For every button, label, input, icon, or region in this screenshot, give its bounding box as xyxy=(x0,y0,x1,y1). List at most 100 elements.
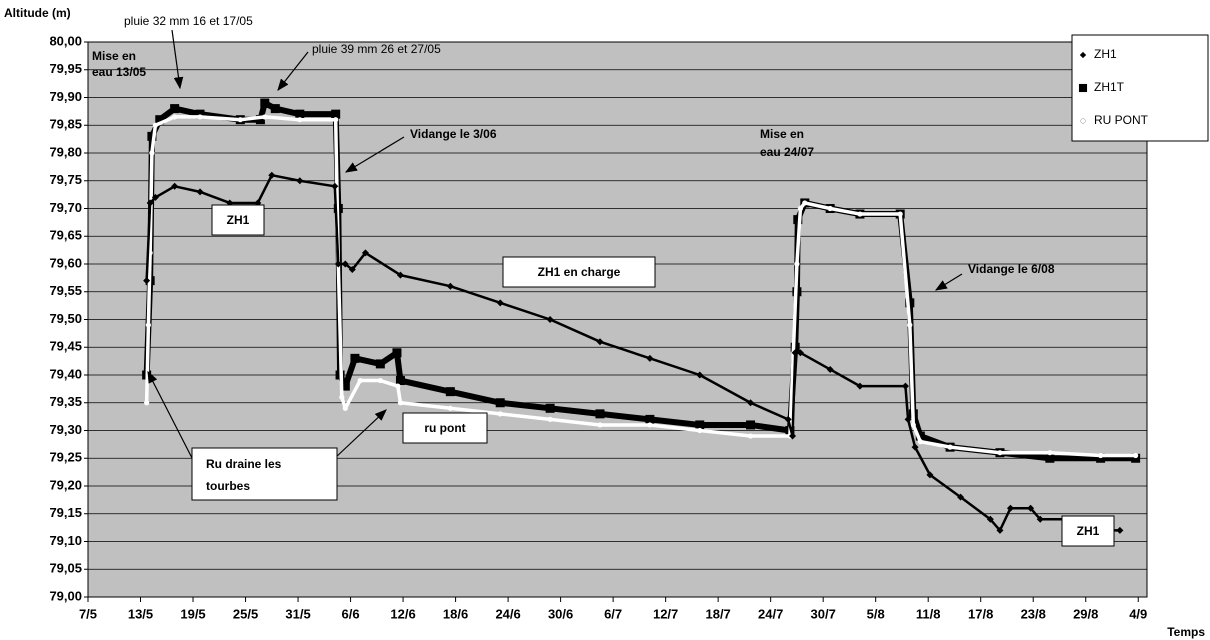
y-tick-label: 79,00 xyxy=(49,588,82,603)
marker xyxy=(151,193,159,201)
marker xyxy=(794,261,800,267)
marker xyxy=(856,382,864,390)
marker xyxy=(171,182,179,190)
y-tick-label: 79,75 xyxy=(49,172,82,187)
y-tick-label: 79,50 xyxy=(49,311,82,326)
annotation: eau 13/05 xyxy=(92,65,146,79)
marker xyxy=(947,444,953,450)
marker xyxy=(445,387,455,397)
x-tick-label: 18/7 xyxy=(705,606,730,621)
x-tick-label: 25/5 xyxy=(233,606,258,621)
arrow xyxy=(171,29,184,90)
marker xyxy=(926,471,934,479)
y-axis-label: Altitude (m) xyxy=(4,6,71,20)
marker xyxy=(986,515,994,523)
marker xyxy=(1047,450,1053,456)
marker xyxy=(357,377,363,384)
marker xyxy=(907,322,913,328)
marker xyxy=(915,431,925,441)
legend-label: ZH1 xyxy=(1094,47,1117,61)
marker xyxy=(396,271,404,279)
x-tick-label: 6/7 xyxy=(604,606,622,621)
annotation: Mise en xyxy=(760,127,804,141)
marker xyxy=(340,381,350,391)
x-tick-label: 30/6 xyxy=(548,606,573,621)
marker xyxy=(747,399,755,407)
y-tick-label: 79,85 xyxy=(49,117,82,132)
marker xyxy=(195,109,205,119)
marker xyxy=(447,405,453,411)
marker xyxy=(197,114,203,120)
legend-label: RU PONT xyxy=(1094,113,1149,127)
label-box xyxy=(502,256,656,288)
marker xyxy=(496,299,504,307)
marker xyxy=(546,316,554,323)
marker xyxy=(361,249,369,257)
y-tick-label: 79,80 xyxy=(49,144,82,159)
marker xyxy=(260,98,270,108)
marker xyxy=(857,211,863,217)
arrow xyxy=(277,51,309,91)
marker xyxy=(695,420,705,430)
annotation: Mise en xyxy=(92,49,136,63)
marker xyxy=(897,211,903,217)
marker xyxy=(1078,83,1088,93)
annotation: pluie 32 mm 16 et 17/05 xyxy=(124,14,253,28)
x-tick-label: 13/5 xyxy=(128,606,153,621)
marker xyxy=(268,171,276,179)
x-tick-label: 4/9 xyxy=(1129,606,1147,621)
annotation: Vidange le 6/08 xyxy=(968,262,1055,276)
x-tick-label: 6/6 xyxy=(342,606,360,621)
label-box xyxy=(191,447,338,501)
annotations: Mise en eau 13/05 pluie 32 mm 16 et 17/0… xyxy=(92,14,1115,547)
marker xyxy=(1080,118,1086,124)
marker xyxy=(784,415,792,423)
x-tick-label: 12/6 xyxy=(390,606,415,621)
marker xyxy=(331,182,339,190)
annotation: Vidange le 3/06 xyxy=(410,127,497,141)
series-line xyxy=(144,115,1136,458)
x-tick-label: 24/7 xyxy=(758,606,783,621)
annotation: eau 24/07 xyxy=(760,145,814,159)
marker xyxy=(1133,452,1139,459)
marker xyxy=(270,104,280,114)
marker xyxy=(152,122,158,128)
marker xyxy=(802,200,808,206)
marker xyxy=(155,115,165,125)
y-tick-label: 79,45 xyxy=(49,339,82,354)
arrow xyxy=(934,273,963,291)
marker xyxy=(547,416,553,422)
annotation: ZH1 en charge xyxy=(538,265,621,279)
x-tick-label: 19/5 xyxy=(180,606,205,621)
x-tick-label: 11/8 xyxy=(916,606,941,621)
y-tick-label: 79,30 xyxy=(49,422,82,437)
annotation: tourbes xyxy=(206,479,250,493)
legend-box xyxy=(1071,34,1209,142)
marker xyxy=(255,115,265,125)
marker xyxy=(910,422,916,428)
y-tick-label: 79,95 xyxy=(49,61,82,76)
marker xyxy=(237,117,243,123)
marker xyxy=(149,150,155,156)
marker xyxy=(1045,453,1055,463)
marker xyxy=(350,353,360,363)
marker xyxy=(1096,453,1106,463)
marker xyxy=(595,409,605,419)
x-tick-label: 23/8 xyxy=(1021,606,1046,621)
x-tick-label: 29/8 xyxy=(1073,606,1098,621)
x-axis-label: Temps xyxy=(1167,625,1205,639)
marker xyxy=(911,443,919,451)
marker xyxy=(796,349,804,357)
y-tick-label: 79,90 xyxy=(49,89,82,104)
annotation: ZH1 xyxy=(227,213,250,227)
annotation: pluie 39 mm 26 et 27/05 xyxy=(312,42,441,56)
marker xyxy=(196,188,204,196)
marker xyxy=(395,376,405,386)
marker xyxy=(170,104,180,114)
x-tick-label: 30/7 xyxy=(811,606,836,621)
marker xyxy=(172,114,178,120)
marker xyxy=(495,398,505,408)
marker xyxy=(1098,452,1104,459)
marker xyxy=(597,422,603,428)
marker xyxy=(917,439,923,445)
